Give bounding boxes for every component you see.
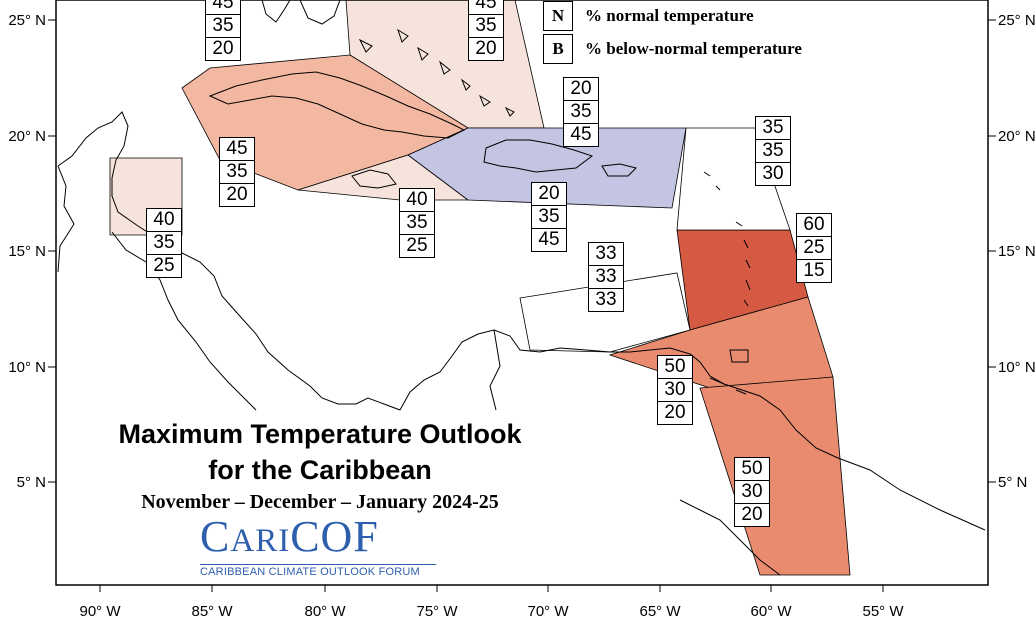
prob-above: 45 [468, 0, 504, 15]
prob-below: 20 [205, 37, 241, 61]
prob-stack: 33 33 33 [588, 242, 624, 312]
prob-normal: 35 [146, 231, 182, 255]
prob-above: 40 [399, 188, 435, 212]
prob-below: 25 [399, 234, 435, 258]
coastline-cuba [208, 71, 466, 139]
title-line-2: for the Caribbean [208, 455, 432, 485]
prob-above: 33 [588, 242, 624, 266]
prob-normal: 35 [563, 100, 599, 124]
lat-tick-label: 25° N [998, 12, 1036, 29]
prob-normal: 25 [796, 236, 832, 260]
forecast-regions [109, 0, 851, 576]
prob-normal: 35 [219, 160, 255, 184]
prob-normal: 30 [657, 378, 693, 402]
lon-tick-label: 80° W [304, 603, 346, 620]
axis-tick-labels: 25° N 25° N 20° N 20° N 15° N 15° N 10° N 10° N… [8, 12, 1035, 620]
lat-tick-label: 10° N [998, 359, 1036, 376]
caricof-logo: CARICOF CARIBBEAN CLIMATE OUTLOOK FORUM [200, 514, 436, 580]
prob-stack: 35 35 30 [755, 116, 791, 186]
title-line-1: Maximum Temperature Outlook [118, 419, 522, 449]
legend-key-normal: N [543, 1, 573, 31]
lat-tick-label: 5° N [17, 474, 46, 491]
lat-tick-label: 25° N [8, 12, 46, 29]
prob-below: 45 [563, 123, 599, 147]
prob-stack: 45 35 20 [205, 0, 241, 61]
prob-above: 50 [734, 457, 770, 481]
prob-normal: 35 [205, 14, 241, 38]
prob-stack: 20 35 45 [531, 182, 567, 252]
prob-below: 45 [531, 228, 567, 252]
prob-above: 20 [531, 182, 567, 206]
legend-row-normal: N % normal temperature [543, 1, 754, 31]
legend-row-below: B % below-normal temperature [543, 34, 802, 64]
prob-below: 30 [755, 162, 791, 186]
prob-stack: 20 35 45 [563, 77, 599, 147]
logo-subtitle: CARIBBEAN CLIMATE OUTLOOK FORUM [200, 564, 436, 579]
prob-below: 20 [734, 503, 770, 527]
prob-above: 45 [219, 137, 255, 161]
prob-below: 33 [588, 288, 624, 312]
lon-tick-label: 60° W [750, 603, 792, 620]
prob-normal: 35 [755, 139, 791, 163]
legend-label-normal: % normal temperature [585, 6, 754, 25]
prob-normal: 35 [399, 211, 435, 235]
prob-stack: 50 30 20 [734, 457, 770, 527]
lon-tick-label: 70° W [527, 603, 569, 620]
prob-stack: 45 35 20 [468, 0, 504, 61]
legend-label-below: % below-normal temperature [585, 39, 802, 58]
lat-tick-label: 15° N [998, 243, 1036, 260]
lon-tick-label: 65° W [639, 603, 681, 620]
prob-below: 20 [657, 401, 693, 425]
prob-stack: 45 35 20 [219, 137, 255, 207]
prob-above: 45 [205, 0, 241, 15]
coastlines [57, 0, 986, 576]
prob-normal: 35 [531, 205, 567, 229]
coastline-jamaica [351, 169, 397, 189]
coastline-lesser-antilles [703, 171, 751, 395]
prob-above: 60 [796, 213, 832, 237]
coastline-south-america [399, 329, 986, 576]
prob-above: 50 [657, 355, 693, 379]
lat-tick-label: 5° N [998, 474, 1027, 491]
lon-tick-label: 85° W [191, 603, 233, 620]
logo-wordmark: CARICOF [200, 512, 379, 561]
prob-normal: 33 [588, 265, 624, 289]
lon-tick-label: 75° W [416, 603, 458, 620]
coastline-bahamas [358, 28, 515, 117]
coastline-florida [261, 0, 341, 25]
prob-below: 20 [468, 37, 504, 61]
prob-stack: 40 35 25 [399, 188, 435, 258]
prob-above: 20 [563, 77, 599, 101]
coastline-hispaniola [483, 139, 594, 173]
prob-below: 25 [146, 254, 182, 278]
prob-below: 15 [796, 259, 832, 283]
prob-stack: 50 30 20 [657, 355, 693, 425]
title-period: November – December – January 2024-25 [141, 491, 499, 513]
prob-above: 35 [755, 116, 791, 140]
legend-key-below: B [543, 34, 573, 64]
prob-below: 20 [219, 183, 255, 207]
lon-tick-label: 90° W [79, 603, 121, 620]
map-frame [55, 0, 989, 586]
lat-tick-label: 10° N [8, 359, 46, 376]
region-abc-islands [519, 272, 691, 353]
lat-tick-label: 20° N [998, 128, 1036, 145]
lat-tick-label: 20° N [8, 128, 46, 145]
axis-ticks [48, 19, 996, 592]
prob-normal: 30 [734, 480, 770, 504]
lon-tick-label: 55° W [862, 603, 904, 620]
coastline-puerto-rico [601, 163, 637, 177]
lat-tick-label: 15° N [8, 243, 46, 260]
prob-stack: 60 25 15 [796, 213, 832, 283]
prob-stack: 40 35 25 [146, 208, 182, 278]
prob-above: 40 [146, 208, 182, 232]
prob-normal: 35 [468, 14, 504, 38]
